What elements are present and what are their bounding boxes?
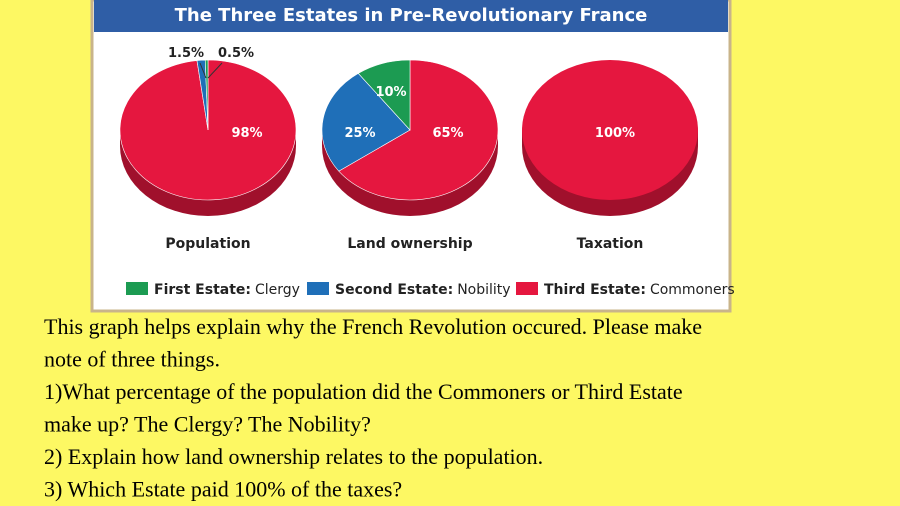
legend-label: First Estate: — [154, 282, 251, 298]
data-label: 1.5% — [168, 46, 204, 61]
pie-title: Taxation — [577, 236, 644, 252]
data-label: 25% — [344, 126, 375, 141]
body-line: 2) Explain how land ownership relates to… — [44, 444, 543, 469]
body-line: 1)What percentage of the population did … — [44, 379, 683, 404]
pie-slice — [321, 72, 411, 172]
legend-entry: Third Estate: Commoners — [544, 282, 735, 298]
legend-label: Second Estate: — [335, 282, 453, 298]
body-line: This graph helps explain why the French … — [44, 314, 702, 339]
leader-line — [207, 62, 223, 79]
pie-title: Land ownership — [347, 236, 472, 252]
pie-slice — [522, 60, 698, 200]
pie-title: Population — [165, 236, 250, 252]
legend-entry: Second Estate: Nobility — [335, 282, 511, 298]
legend-swatch — [516, 282, 538, 295]
legend-detail: Nobility — [457, 282, 510, 298]
pie-slice — [357, 59, 411, 131]
legend-label: Third Estate: — [544, 282, 646, 298]
legend-swatch — [126, 282, 148, 295]
chart-title: The Three Estates in Pre-Revolutionary F… — [175, 5, 648, 26]
data-label: 10% — [375, 85, 406, 100]
legend-swatch — [307, 282, 329, 295]
data-label: 100% — [595, 126, 635, 141]
pie-slice — [338, 59, 499, 201]
legend-detail: Clergy — [255, 282, 300, 298]
legend-entry: First Estate: Clergy — [154, 282, 300, 298]
body-line: 3) Which Estate paid 100% of the taxes? — [44, 477, 402, 502]
title-bar — [94, 0, 728, 32]
data-label: 0.5% — [218, 46, 254, 61]
data-label: 65% — [432, 126, 463, 141]
leader-line — [199, 62, 207, 79]
body-line: make up? The Clergy? The Nobility? — [44, 412, 371, 437]
legend-detail: Commoners — [650, 282, 735, 298]
body-line: note of three things. — [44, 347, 220, 372]
data-label: 98% — [231, 126, 262, 141]
